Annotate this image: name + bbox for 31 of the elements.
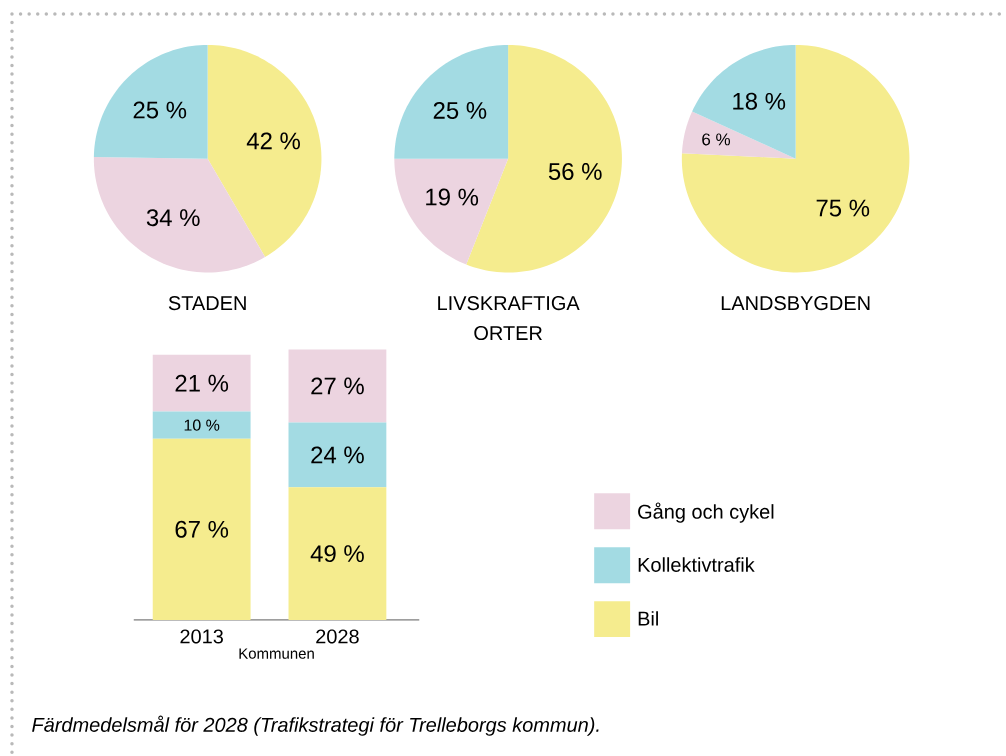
- x-tick-label: 2013: [180, 629, 223, 644]
- data-label: 19 %: [426, 188, 479, 206]
- data-label: 25 %: [133, 101, 187, 119]
- bar: [152, 411, 251, 439]
- data-label: 42 %: [246, 132, 300, 150]
- data-label: 24 %: [311, 446, 364, 464]
- text: LANDSBYGDEN: [721, 295, 870, 310]
- data-label: 25 %: [433, 101, 487, 119]
- data-label: 56 %: [548, 162, 602, 180]
- text: LIVSKRAFTIGA ORTER: [438, 295, 580, 340]
- data-label: 67 %: [175, 520, 229, 538]
- legend-label: Bil: [638, 610, 658, 626]
- x-tick-label: 2028: [316, 629, 359, 644]
- data-label: 18 %: [733, 92, 786, 110]
- data-label: 10 %: [184, 419, 220, 431]
- bar: [152, 438, 251, 620]
- legend-label: Kollektivtrafik: [638, 557, 755, 572]
- data-label: 21 %: [175, 374, 229, 392]
- data-label: 49 %: [310, 544, 364, 562]
- bar: [288, 487, 387, 620]
- bar: [288, 349, 387, 423]
- data-label: 34 %: [146, 208, 200, 226]
- text: STADEN: [168, 295, 246, 310]
- data-label: 27 %: [311, 377, 364, 395]
- bar: [288, 422, 387, 488]
- data-label: 6 %: [702, 133, 731, 146]
- data-label: 75 %: [816, 199, 870, 217]
- legend-label: Gång och cykel: [638, 502, 774, 523]
- bar: [152, 354, 251, 412]
- x-axis-title: Kommunen: [239, 648, 314, 659]
- text: Färdmedelsmål för 2028 (Trafikstrategi för Trelleborgs kommun).: [32, 715, 599, 736]
